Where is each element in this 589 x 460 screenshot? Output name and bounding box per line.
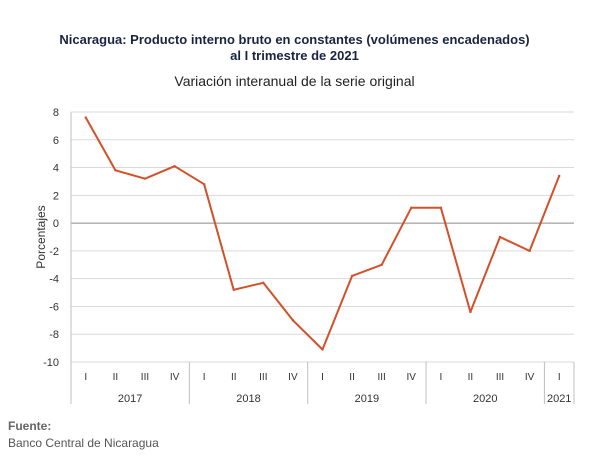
y-axis-title: Porcentajes	[34, 205, 48, 268]
y-tick-label: 0	[53, 218, 59, 230]
chart-title-line2: al I trimestre de 2021	[230, 48, 359, 63]
x-tick-label: I	[84, 372, 87, 383]
data-point	[202, 183, 206, 186]
data-point	[232, 288, 235, 291]
x-tick-label: III	[259, 372, 267, 383]
x-tick-label: II	[231, 372, 237, 383]
data-point	[173, 164, 176, 168]
data-point	[114, 169, 117, 172]
data-point	[469, 310, 472, 314]
data-point	[380, 263, 383, 266]
series-line	[84, 117, 561, 351]
data-point	[291, 319, 295, 322]
x-tick-label: II	[468, 372, 474, 383]
data-point	[350, 274, 354, 278]
x-tick-label: I	[203, 372, 206, 383]
x-tick-label: II	[113, 372, 119, 383]
year-label: 2018	[236, 393, 260, 405]
y-tick-label: 2	[53, 190, 59, 202]
x-tick-label: I	[558, 372, 561, 383]
x-tick-label: IV	[170, 372, 180, 383]
chart-subtitle: Variación interanual de la serie origina…	[174, 73, 415, 89]
x-tick-label: IV	[407, 372, 417, 383]
y-tick-label: -2	[49, 246, 59, 258]
y-tick-label: -10	[43, 357, 59, 369]
source-text: Banco Central de Nicaragua	[8, 436, 159, 450]
data-point	[321, 348, 324, 351]
y-tick-label: 8	[53, 107, 59, 119]
y-tick-label: -6	[49, 301, 59, 313]
year-label: 2020	[473, 393, 497, 405]
y-tick-label: -4	[49, 274, 59, 286]
x-tick-label: I	[439, 372, 442, 383]
y-tick-label: 4	[53, 163, 59, 175]
data-point	[143, 177, 147, 180]
year-label: 2021	[547, 393, 571, 405]
chart-title-line1: Nicaragua: Producto interno bruto en con…	[59, 32, 530, 47]
x-tick-label: III	[141, 372, 149, 383]
source-label: Fuente:	[8, 419, 52, 433]
data-point	[439, 206, 443, 210]
x-tick-label: III	[378, 372, 386, 383]
data-point	[84, 116, 87, 119]
y-tick-label: 6	[53, 135, 59, 147]
x-tick-label: II	[349, 372, 355, 383]
data-point	[410, 206, 413, 210]
x-tick-label: III	[496, 372, 504, 383]
x-tick-label: IV	[525, 372, 535, 383]
data-point	[262, 281, 265, 285]
data-point	[498, 235, 502, 239]
y-tick-label: -8	[49, 329, 59, 341]
year-label: 2017	[118, 393, 142, 405]
year-label: 2019	[355, 393, 379, 405]
x-tick-label: I	[321, 372, 324, 383]
data-point	[558, 174, 561, 178]
x-tick-label: IV	[288, 372, 298, 383]
data-point	[528, 249, 531, 253]
